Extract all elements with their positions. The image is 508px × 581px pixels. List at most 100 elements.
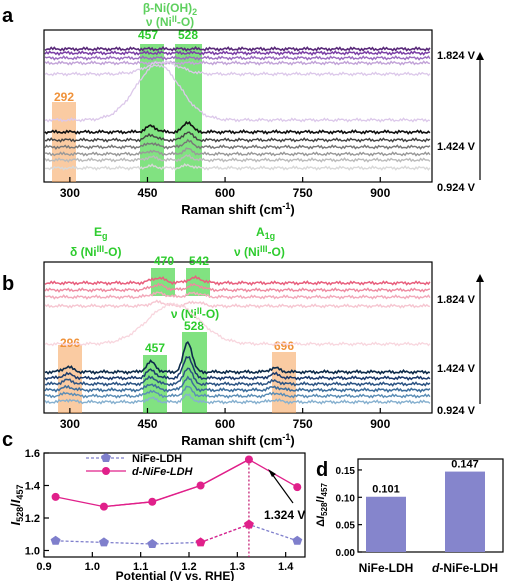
panel-d: d ΔI528/I457 0.00 0.05 0.10 0.15 0.101 NiFe-… — [315, 458, 504, 575]
panel-a-voltage-low: 0.924 V — [437, 182, 476, 194]
x-tick-label: 1.2 — [181, 561, 196, 573]
bar-category-label: NiFe-LDH — [359, 561, 414, 575]
panel-b-voltage-high: 1.824 V — [437, 294, 476, 306]
spectrum-line — [44, 50, 431, 56]
series-line — [55, 523, 298, 545]
panel-a-band-528 — [175, 44, 202, 182]
data-point — [196, 481, 205, 490]
panel-d-frame — [357, 458, 504, 553]
panel-b-letter: b — [2, 273, 14, 295]
spectrum-line — [44, 63, 431, 123]
panel-a-frame — [43, 29, 433, 183]
panel-b-eg-label: Eg — [94, 225, 108, 241]
spectrum-line — [44, 45, 431, 53]
data-point — [292, 535, 303, 545]
spectrum-line — [44, 147, 431, 157]
panel-d-ylabel: ΔI528/I457 — [315, 483, 329, 527]
x-tick-label: 1.1 — [133, 561, 148, 573]
panel-b-arrow-head — [476, 274, 484, 282]
data-point — [293, 483, 302, 492]
y-tick-label: 0.10 — [336, 493, 356, 504]
bar-value-label: 0.147 — [451, 459, 479, 471]
panel-b-a1g-label: A1g — [256, 225, 275, 241]
y-tick-label: 1.0 — [25, 546, 40, 558]
bar — [445, 471, 485, 552]
x-tick-label: 600 — [215, 186, 235, 200]
panel-b-band-label-296: 296 — [60, 336, 80, 350]
data-point — [244, 455, 253, 464]
panel-b-voltage-mid: 1.424 V — [437, 363, 476, 375]
spectrum-line — [44, 120, 431, 136]
panel-b-band-696 — [272, 352, 296, 413]
spectrum-line — [44, 291, 431, 300]
y-tick-label: 0.05 — [336, 521, 356, 532]
bar-category-label: d-NiFe-LDH — [432, 561, 498, 575]
panel-c-annotation-arrow-head — [268, 469, 276, 477]
panel-c: c I528/I457 Potential (V vs. RHE) 0.9 1.0… — [2, 429, 306, 581]
spectrum-line — [44, 375, 431, 393]
y-tick-label: 0.15 — [336, 466, 356, 477]
panel-c-series — [50, 455, 303, 548]
data-point — [148, 497, 157, 506]
x-tick-label: 750 — [293, 417, 313, 431]
x-tick-label: 300 — [60, 186, 80, 200]
panel-a-letter: a — [2, 5, 14, 27]
x-tick-label: 1.0 — [85, 561, 100, 573]
data-point — [98, 537, 109, 547]
panel-a-spectra — [44, 45, 431, 171]
panel-b: b Eg δ (NiIII-O) A1g ν (NiIII-O) 470 542… — [2, 225, 484, 448]
legend-label-dnife: d-NiFe-LDH — [132, 466, 194, 478]
panel-b-band-label-696: 696 — [274, 339, 294, 353]
panel-a-band-label-457: 457 — [138, 28, 158, 42]
x-tick-label: 300 — [60, 417, 80, 431]
x-tick-label: 450 — [137, 186, 157, 200]
bar-value-label: 0.101 — [372, 484, 400, 496]
spectrum-line — [44, 393, 431, 405]
panel-a-header-line1: β-Ni(OH)2 — [143, 1, 197, 17]
panel-a-x-ticks: 300 450 600 750 900 — [60, 177, 391, 200]
spectrum-line — [44, 131, 431, 143]
panel-b-xlabel: Raman shift (cm-1) — [181, 432, 295, 448]
y-tick-label: 1.6 — [25, 448, 40, 460]
panel-c-legend: NiFe-LDH d-NiFe-LDH — [86, 453, 194, 478]
data-point — [50, 535, 61, 545]
x-tick-label: 900 — [370, 417, 390, 431]
panel-b-a1g-mode: ν (NiIII-O) — [234, 244, 285, 259]
panel-b-band-label-542: 542 — [189, 254, 209, 268]
panel-c-annotation-text: 1.324 V — [264, 508, 305, 522]
spectrum-line — [44, 355, 431, 381]
panel-a-voltage-high: 1.824 V — [437, 50, 476, 62]
spectrum-line — [44, 55, 431, 61]
panel-b-band-label-528: 528 — [184, 319, 204, 333]
bar — [366, 496, 406, 552]
panel-b-band-label-457: 457 — [145, 341, 165, 355]
panel-b-spectra — [44, 275, 431, 405]
panel-b-x-ticks: 300 450 600 750 900 — [60, 408, 391, 431]
panel-b-band-label-470: 470 — [154, 254, 174, 268]
panel-d-bars: 0.101 NiFe-LDH 0.147 d-NiFe-LDH — [359, 459, 498, 575]
x-tick-label: 600 — [215, 417, 235, 431]
x-tick-label: 750 — [293, 186, 313, 200]
panel-a-header-line2: ν (NiII-O) — [146, 14, 194, 29]
data-point — [51, 492, 60, 501]
panel-a-band-label-528: 528 — [178, 28, 198, 42]
data-point — [195, 537, 206, 547]
panel-c-xlabel: Potential (V vs. RHE) — [116, 569, 235, 581]
legend-marker-nife — [101, 453, 111, 462]
y-tick-label: 1.4 — [25, 481, 41, 493]
x-tick-label: 450 — [137, 417, 157, 431]
panel-c-axes: 0.9 1.0 1.1 1.2 1.3 1.4 1.0 1.2 1.4 1.6 — [25, 448, 294, 573]
spectrum-line — [44, 60, 430, 66]
spectrum-line — [44, 299, 430, 309]
x-tick-label: 0.9 — [36, 561, 51, 573]
y-tick-label: 1.2 — [25, 513, 40, 525]
panel-c-ylabel: I528/I457 — [8, 485, 25, 526]
panel-a-band-457 — [140, 44, 164, 182]
spectrum-line — [45, 162, 431, 171]
legend-label-nife: NiFe-LDH — [132, 453, 182, 465]
series-line-highlight — [200, 523, 250, 544]
spectrum-line — [44, 138, 431, 150]
panel-a-band-label-292: 292 — [54, 90, 74, 104]
x-tick-label: 1.4 — [278, 561, 294, 573]
